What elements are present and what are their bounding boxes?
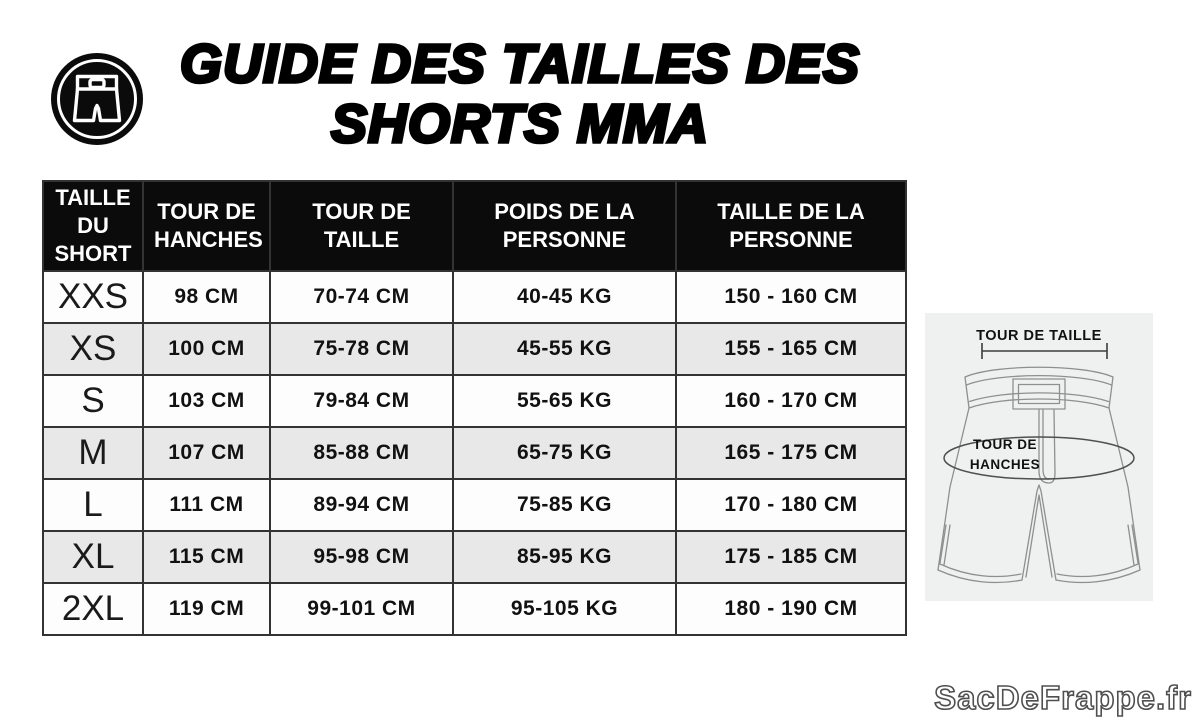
cell-size: XS xyxy=(42,322,144,376)
table-row: 2XL 119 CM 99-101 CM 95-105 KG 180 - 190… xyxy=(42,582,907,636)
header-size: TAILLE DU SHORT xyxy=(42,180,144,272)
header-waist: TOUR DE TAILLE xyxy=(269,180,454,272)
cell-waist: 99-101 CM xyxy=(269,582,454,636)
cell-waist: 89-94 CM xyxy=(269,478,454,532)
header-weight: POIDS DE LA PERSONNE xyxy=(452,180,677,272)
cell-height: 180 - 190 CM xyxy=(675,582,907,636)
page-title-line1: GUIDE DES TAILLES DES xyxy=(178,32,861,96)
cell-hips: 111 CM xyxy=(142,478,271,532)
watermark: SacDeFrappe.fr xyxy=(933,678,1192,717)
cell-height: 175 - 185 CM xyxy=(675,530,907,584)
brand-logo xyxy=(49,51,145,147)
cell-height: 150 - 160 CM xyxy=(675,270,907,324)
cell-size: 2XL xyxy=(42,582,144,636)
cell-waist: 85-88 CM xyxy=(269,426,454,480)
table-row: XXS 98 CM 70-74 CM 40-45 KG 150 - 160 CM xyxy=(42,270,907,324)
cell-weight: 75-85 KG xyxy=(452,478,677,532)
cell-hips: 119 CM xyxy=(142,582,271,636)
table-row: L 111 CM 89-94 CM 75-85 KG 170 - 180 CM xyxy=(42,478,907,532)
table-row: M 107 CM 85-88 CM 65-75 KG 165 - 175 CM xyxy=(42,426,907,480)
cell-height: 170 - 180 CM xyxy=(675,478,907,532)
cell-hips: 100 CM xyxy=(142,322,271,376)
cell-waist: 95-98 CM xyxy=(269,530,454,584)
header-height: TAILLE DE LA PERSONNE xyxy=(675,180,907,272)
table-row: S 103 CM 79-84 CM 55-65 KG 160 - 170 CM xyxy=(42,374,907,428)
cell-weight: 45-55 KG xyxy=(452,322,677,376)
cell-weight: 55-65 KG xyxy=(452,374,677,428)
page-title: GUIDE DES TAILLES DES SHORTS MMA xyxy=(165,32,875,156)
cell-waist: 75-78 CM xyxy=(269,322,454,376)
cell-size: M xyxy=(42,426,144,480)
shorts-diagram-drawing: TOUR DE TAILLE xyxy=(937,328,1141,584)
cell-height: 165 - 175 CM xyxy=(675,426,907,480)
cell-size: S xyxy=(42,374,144,428)
cell-hips: 103 CM xyxy=(142,374,271,428)
cell-size: L xyxy=(42,478,144,532)
cell-size: XXS xyxy=(42,270,144,324)
waist-label: TOUR DE TAILLE xyxy=(976,328,1102,344)
table-row: XL 115 CM 95-98 CM 85-95 KG 175 - 185 CM xyxy=(42,530,907,584)
header-row: TAILLE DU SHORT TOUR DE HANCHES TOUR DE … xyxy=(42,180,907,272)
cell-height: 155 - 165 CM xyxy=(675,322,907,376)
cell-height: 160 - 170 CM xyxy=(675,374,907,428)
hips-label-line2: HANCHES xyxy=(970,457,1040,472)
cell-weight: 85-95 KG xyxy=(452,530,677,584)
page-title-line2: SHORTS MMA xyxy=(329,92,710,156)
cell-weight: 95-105 KG xyxy=(452,582,677,636)
cell-size: XL xyxy=(42,530,144,584)
cell-waist: 70-74 CM xyxy=(269,270,454,324)
shorts-icon xyxy=(51,53,143,145)
cell-weight: 65-75 KG xyxy=(452,426,677,480)
cell-hips: 115 CM xyxy=(142,530,271,584)
cell-hips: 107 CM xyxy=(142,426,271,480)
hips-label-line1: TOUR DE xyxy=(973,437,1037,452)
size-guide-table: TAILLE DU SHORT TOUR DE HANCHES TOUR DE … xyxy=(42,180,907,636)
cell-hips: 98 CM xyxy=(142,270,271,324)
header-hips: TOUR DE HANCHES xyxy=(142,180,271,272)
shorts-measurement-diagram: TOUR DE TAILLE xyxy=(925,313,1153,601)
hips-ellipse xyxy=(943,436,1135,480)
table-row: XS 100 CM 75-78 CM 45-55 KG 155 - 165 CM xyxy=(42,322,907,376)
cell-waist: 79-84 CM xyxy=(269,374,454,428)
cell-weight: 40-45 KG xyxy=(452,270,677,324)
